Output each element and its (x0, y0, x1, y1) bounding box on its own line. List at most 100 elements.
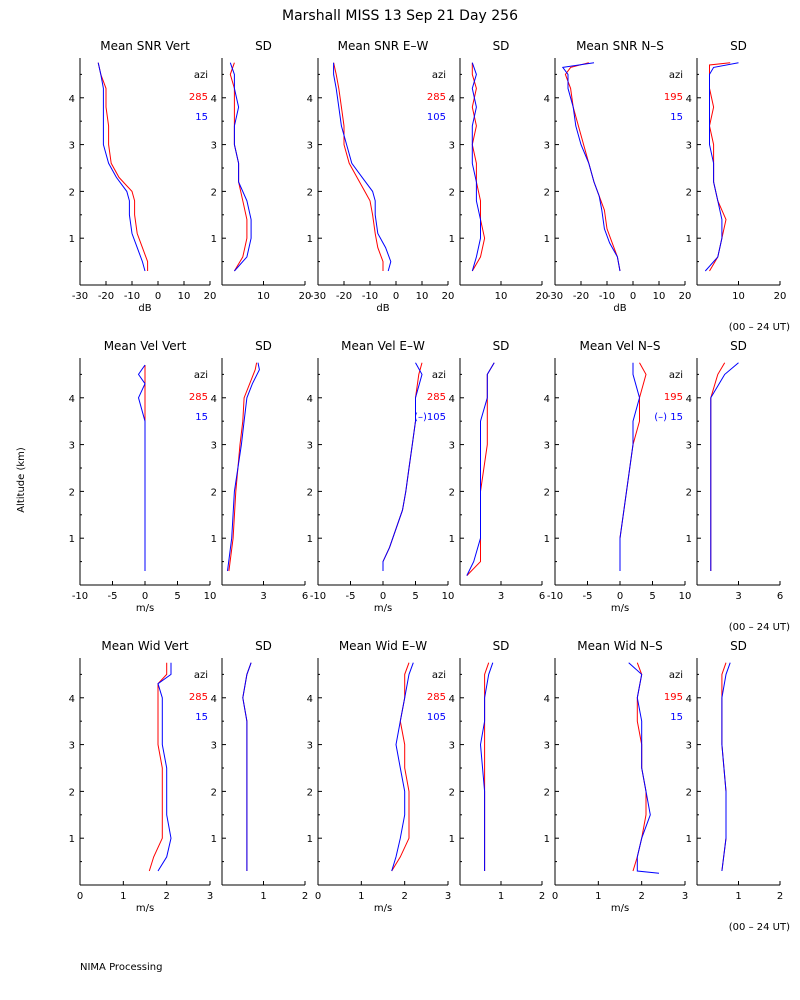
y-tick-label: 3 (211, 141, 217, 152)
y-tick-label: 3 (69, 741, 75, 752)
y-tick-label: 2 (69, 187, 75, 198)
x-tick-label: 2 (163, 891, 169, 902)
panel-title: SD (255, 339, 272, 353)
y-tick-label: 4 (544, 394, 550, 405)
x-tick-label: 1 (358, 891, 364, 902)
series-a-line (148, 662, 168, 872)
legend-series-b: (–)105 (414, 412, 446, 423)
panel-11: SD 1 2 3 4 3 6 (686, 339, 784, 602)
x-tick-label: 10 (204, 591, 217, 602)
x-tick-label: 10 (257, 291, 270, 302)
x-unit-label: dB (138, 303, 151, 314)
legend-series-b: 105 (427, 712, 446, 723)
y-tick-label: 4 (449, 94, 455, 105)
y-tick-label: 2 (544, 187, 550, 198)
panel-10: Mean Vel N–S 1 2 3 4 -10 -5 0 5 10 m/s azi 195 (–) 15 (544, 339, 692, 614)
x-tick-label: 10 (732, 291, 745, 302)
x-tick-label: -10 (124, 291, 140, 302)
y-tick-label: 1 (69, 834, 75, 845)
y-tick-label: 4 (544, 694, 550, 705)
legend-series-a: 195 (664, 392, 683, 403)
y-tick-label: 3 (211, 441, 217, 452)
y-tick-label: 2 (449, 487, 455, 498)
series-a-line (564, 62, 621, 272)
footer-label: NIMA Processing (80, 962, 162, 973)
x-tick-label: 3 (260, 591, 266, 602)
time-note-row1: (00 – 24 UT) (729, 322, 790, 333)
legend-title: azi (432, 370, 446, 381)
y-tick-label: 3 (544, 141, 550, 152)
y-tick-label: 3 (686, 741, 692, 752)
x-tick-label: 2 (777, 891, 783, 902)
y-tick-label: 2 (69, 487, 75, 498)
legend-series-b: 15 (670, 112, 683, 123)
legend-title: azi (669, 670, 683, 681)
series-a-line (228, 362, 258, 572)
panel-0: Mean SNR Vert 1 2 3 4 -30 -20 -10 0 10 20 dB azi 285 1… (69, 39, 217, 314)
y-tick-label: 4 (307, 394, 313, 405)
panel-title: Mean SNR N–S (576, 39, 664, 53)
x-tick-label: 2 (638, 891, 644, 902)
legend-series-a: 285 (427, 392, 446, 403)
y-tick-label: 3 (686, 441, 692, 452)
x-tick-label: 20 (299, 291, 312, 302)
x-tick-label: -10 (547, 591, 563, 602)
legend-series-b: 15 (195, 712, 208, 723)
x-tick-label: 6 (539, 591, 545, 602)
y-tick-label: 2 (307, 787, 313, 798)
legend-series-a: 285 (189, 392, 208, 403)
series-b-line (628, 662, 660, 874)
panel-13: SD 1 2 3 4 1 2 (211, 639, 309, 902)
x-tick-label: 20 (204, 291, 217, 302)
series-a-line (708, 62, 731, 272)
y-tick-label: 4 (69, 694, 75, 705)
figure-title: Marshall MISS 13 Sep 21 Day 256 (282, 8, 518, 24)
x-tick-label: 3 (498, 591, 504, 602)
panel-7: SD 1 2 3 4 3 6 (211, 339, 309, 602)
legend-series-a: 285 (189, 92, 208, 103)
y-tick-label: 1 (686, 534, 692, 545)
y-tick-label: 1 (686, 234, 692, 245)
y-tick-label: 3 (544, 741, 550, 752)
series-b-line (137, 364, 146, 571)
x-tick-label: -10 (362, 291, 378, 302)
y-tick-label: 3 (307, 741, 313, 752)
y-tick-label: 1 (307, 234, 313, 245)
legend-series-a: 195 (664, 92, 683, 103)
legend-title: azi (669, 70, 683, 81)
y-tick-label: 1 (544, 234, 550, 245)
series-b-line (561, 62, 621, 272)
x-tick-label: -10 (599, 291, 615, 302)
x-tick-label: 1 (735, 891, 741, 902)
y-tick-label: 4 (686, 94, 692, 105)
series-a-line (391, 662, 410, 872)
x-tick-label: 20 (442, 291, 455, 302)
y-tick-label: 2 (211, 487, 217, 498)
panel-4: Mean SNR N–S 1 2 3 4 -30 -20 -10 0 10 20 dB azi 195 15 (544, 39, 692, 314)
x-tick-label: -20 (336, 291, 352, 302)
y-tick-label: 4 (211, 694, 217, 705)
y-tick-label: 1 (69, 234, 75, 245)
y-tick-label: 2 (686, 487, 692, 498)
panel-title: SD (493, 339, 510, 353)
legend-title: azi (432, 670, 446, 681)
x-tick-label: 3 (445, 891, 451, 902)
y-tick-label: 2 (686, 787, 692, 798)
y-tick-label: 2 (307, 187, 313, 198)
panel-3: SD 1 2 3 4 10 20 (449, 39, 549, 302)
panel-title: SD (255, 639, 272, 653)
y-tick-label: 2 (544, 787, 550, 798)
y-tick-label: 3 (686, 141, 692, 152)
x-tick-label: 6 (302, 591, 308, 602)
panel-title: Mean Vel E–W (341, 339, 425, 353)
y-tick-label: 1 (307, 534, 313, 545)
y-tick-label: 3 (69, 141, 75, 152)
y-tick-label: 4 (544, 94, 550, 105)
y-tick-label: 1 (211, 234, 217, 245)
legend-series-a: 285 (189, 692, 208, 703)
panel-9: SD 1 2 3 4 3 6 (449, 339, 546, 602)
x-tick-label: 10 (416, 291, 429, 302)
x-tick-label: -20 (573, 291, 589, 302)
y-tick-label: 1 (449, 534, 455, 545)
